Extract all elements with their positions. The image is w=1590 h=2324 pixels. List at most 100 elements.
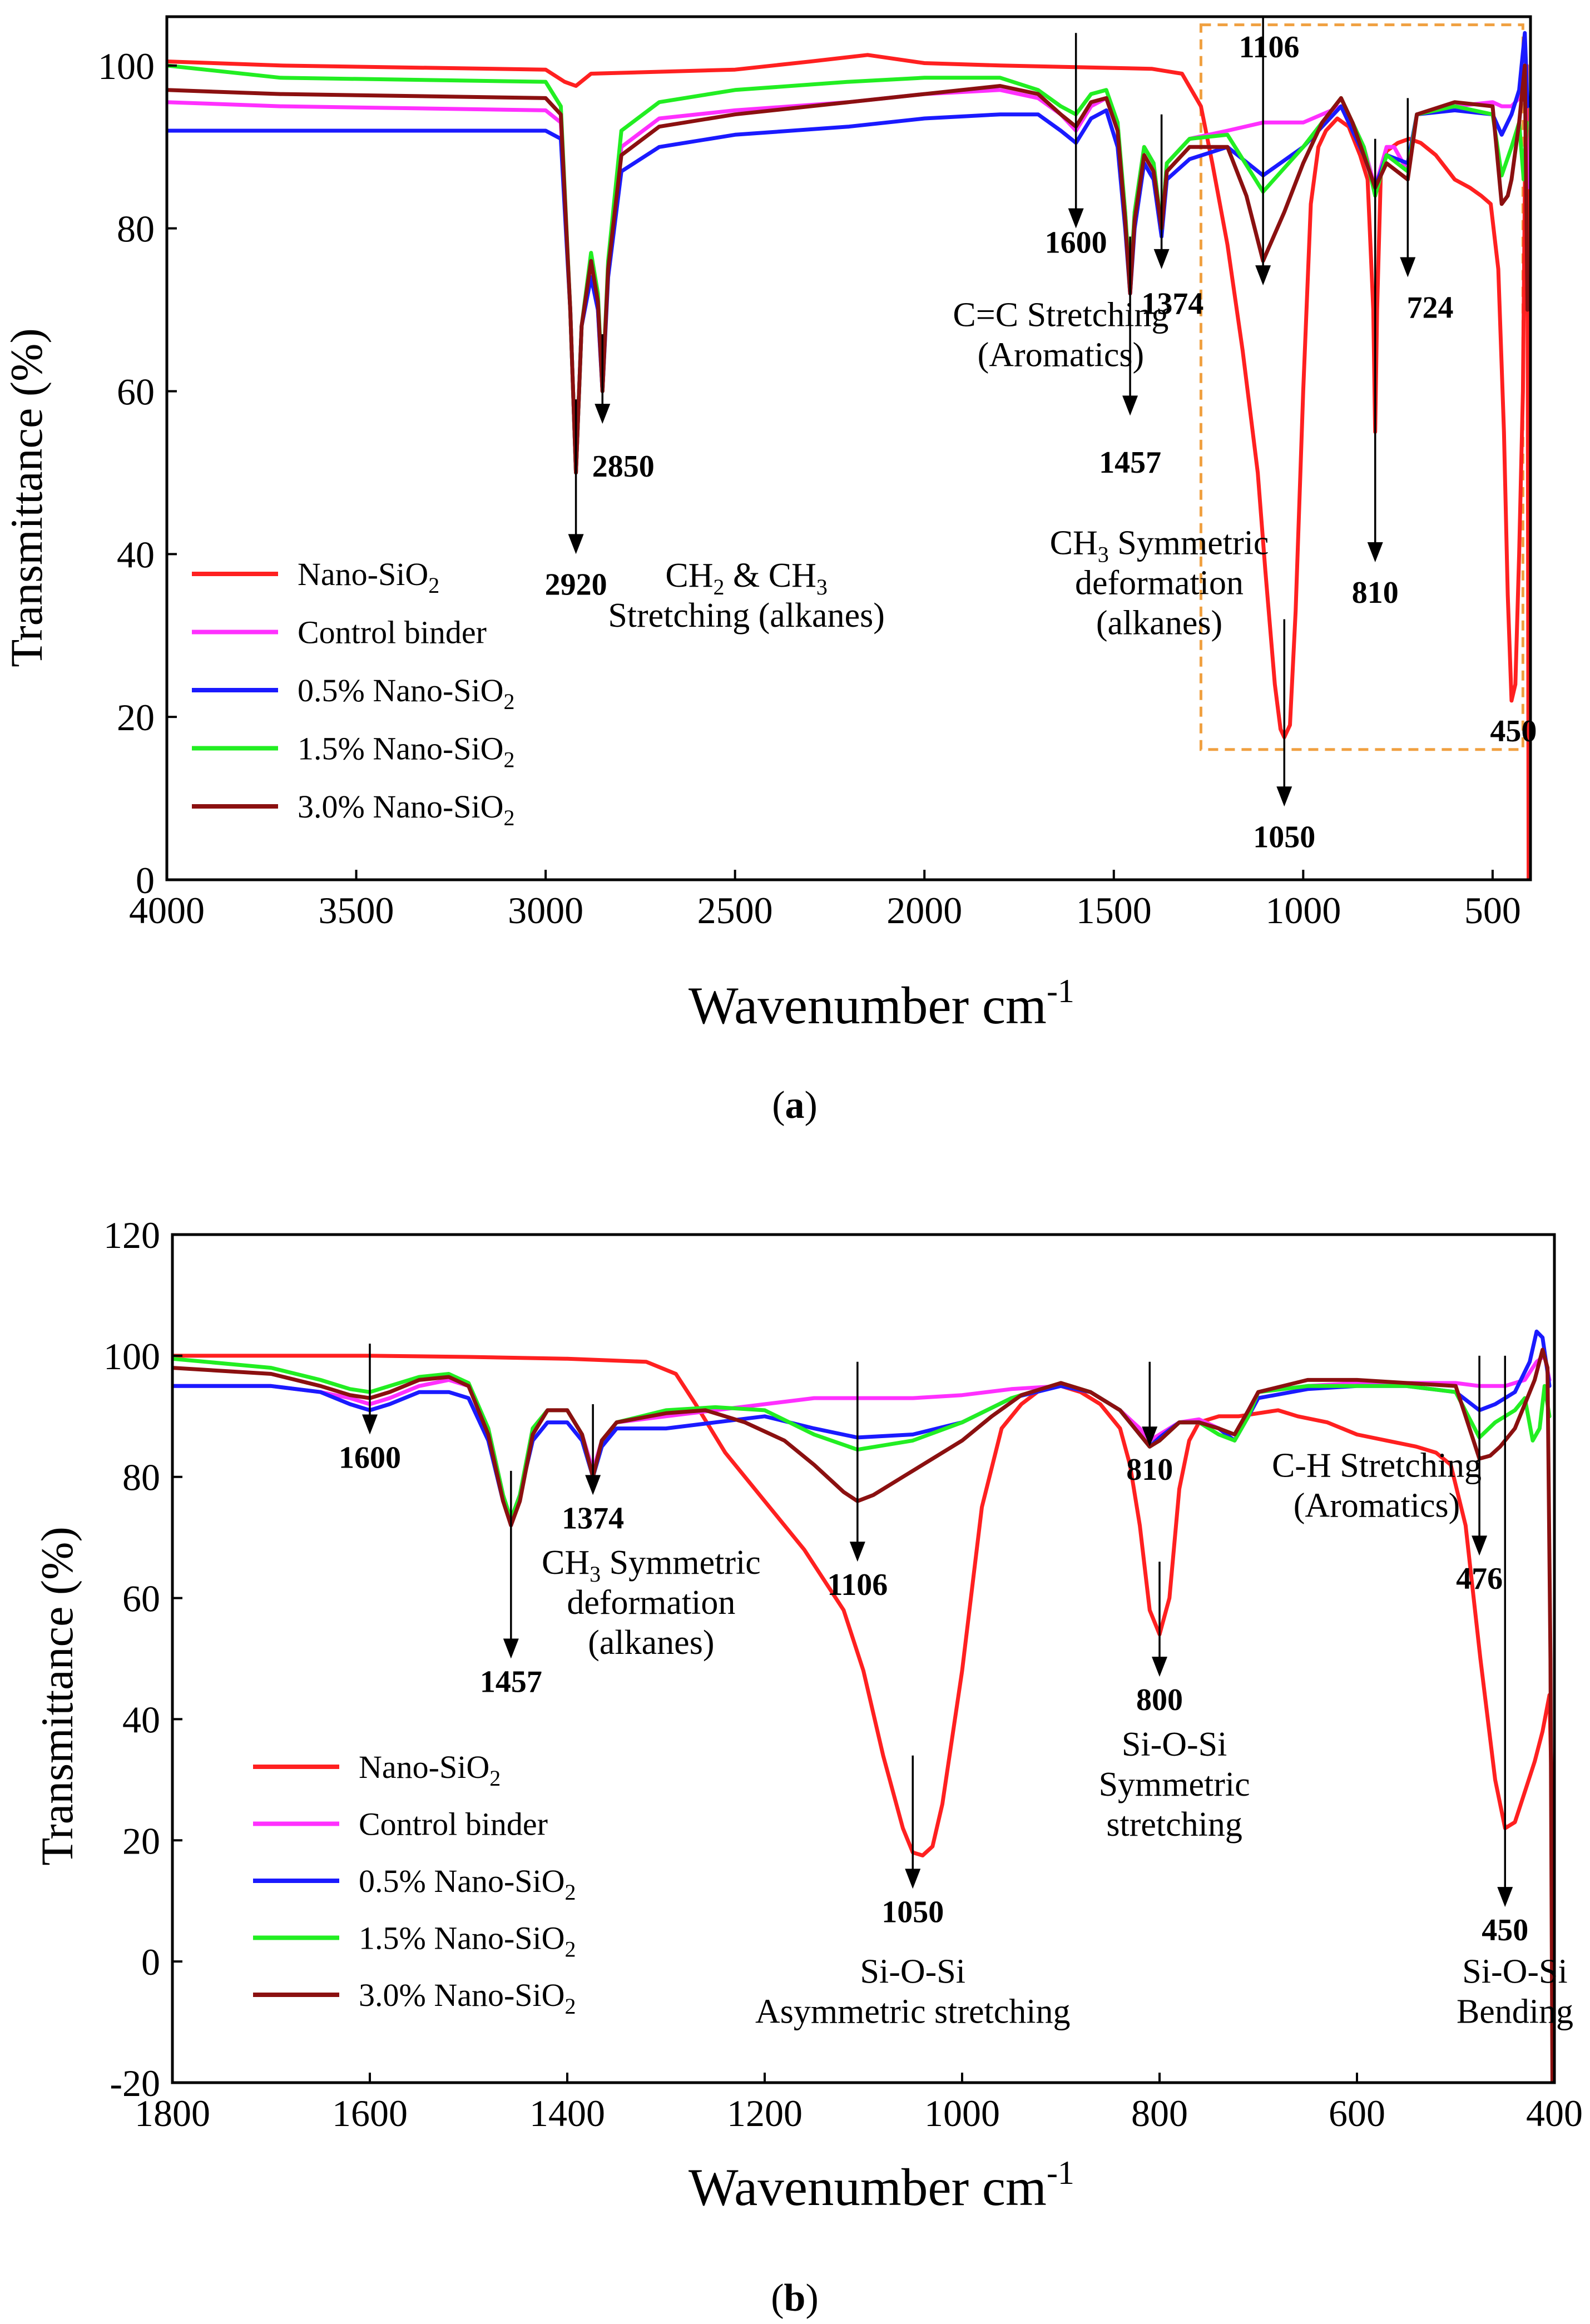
chart-b-peak-label: 800: [1136, 1683, 1183, 1717]
chart-b-legend-label: 3.0% Nano-SiO2: [359, 1977, 576, 2019]
chart-a-legend-label: Control binder: [298, 615, 487, 651]
chart-b-peak-arrow: [362, 1344, 378, 1435]
x-axis-label-b: Wavenumber cm-1: [688, 2154, 1074, 2217]
chart-a-peak-arrow: [1255, 17, 1271, 286]
chart-a-y-tick-label: 60: [117, 371, 155, 413]
chart-b-y-tick-label: 100: [103, 1335, 160, 1377]
y-axis-label-b: Transmittance (%): [32, 1527, 82, 1866]
svg-text:(alkanes): (alkanes): [1096, 604, 1222, 642]
svg-text:CH3 Symmetric: CH3 Symmetric: [1050, 524, 1269, 567]
chart-a-x-tick-label: 1000: [1265, 889, 1341, 931]
svg-text:CH3 Symmetric: CH3 Symmetric: [542, 1544, 761, 1587]
chart-a-peak-arrow: [1068, 33, 1084, 229]
chart-a-x-tick-label: 500: [1464, 889, 1521, 931]
chart-a-peak-label: 1050: [1253, 820, 1315, 854]
chart-a-y-tick-label: 40: [117, 533, 155, 576]
chart-b-series-3-0-nano-sio2: [172, 1347, 1554, 2083]
chart-b-plot-frame: [171, 1233, 1556, 2084]
chart-b-peak-arrow: [1472, 1355, 1488, 1556]
chart-a-peak-label: 450: [1490, 714, 1537, 749]
chart-a-x-tick-label: 2000: [886, 889, 962, 931]
chart-b-y-tick-label: 60: [122, 1578, 160, 1620]
svg-text:(Aromatics): (Aromatics): [978, 336, 1145, 374]
chart-a-series-nano-sio2: [167, 53, 1530, 880]
chart-b-peak-label: 476: [1456, 1562, 1503, 1596]
chart-a-legend: Nano-SiO2 Control binder 0.5% Nano-SiO2 1.5…: [192, 556, 515, 830]
svg-text:Asymmetric stretching: Asymmetric stretching: [755, 1993, 1070, 2030]
chart-b-legend-label: 0.5% Nano-SiO2: [359, 1863, 576, 1905]
chart-b-x-tick-label: 600: [1329, 2092, 1385, 2134]
svg-text:Stretching (alkanes): Stretching (alkanes): [608, 597, 885, 635]
panel-a: Transmittance (%) Wavenumber cm-1 (a) 40…: [1, 15, 1537, 1127]
chart-a-peak-arrow: [595, 334, 611, 424]
chart-b-peak-arrow: [585, 1404, 601, 1495]
chart-a-peak-arrow: [1400, 98, 1416, 278]
chart-b-x-tick-label: 1600: [332, 2092, 408, 2134]
chart-a-peak-label: 724: [1407, 291, 1454, 325]
chart-b-y-tick-label: -20: [110, 2062, 160, 2104]
panel-caption-a: (a): [772, 1084, 818, 1127]
svg-text:(Aromatics): (Aromatics): [1294, 1487, 1460, 1525]
svg-text:stretching: stretching: [1106, 1806, 1242, 1844]
chart-a-legend-label: 3.0% Nano-SiO2: [298, 789, 515, 830]
chart-a-peak-label: 1600: [1045, 226, 1107, 260]
chart-a-x-tick-label: 2500: [697, 889, 773, 931]
chart-b-x-tick-label: 1200: [727, 2092, 803, 2134]
panel-caption-b: (b): [771, 2277, 819, 2320]
chart-b-peak-label: 450: [1482, 1913, 1528, 1948]
chart-b-y-tick-label: 80: [122, 1456, 160, 1499]
svg-text:Symmetric: Symmetric: [1099, 1766, 1250, 1803]
chart-b-x-tick-label: 800: [1131, 2092, 1188, 2134]
chart-a-y-tick-label: 0: [136, 859, 155, 901]
chart-b-peak-label: 1050: [881, 1895, 944, 1929]
chart-b-y-tick-label: 20: [122, 1820, 160, 1862]
chart-a-peak-arrow: [1153, 114, 1170, 269]
y-axis-label-a: Transmittance (%): [1, 328, 52, 667]
chart-b-y-tick-label: 0: [141, 1941, 160, 1983]
chart-a-peak-label: 1106: [1239, 30, 1300, 65]
chart-b-peak-arrow: [849, 1361, 865, 1562]
chart-b-legend-label: Control binder: [359, 1806, 548, 1842]
chart-a-legend-label: 0.5% Nano-SiO2: [298, 672, 515, 714]
svg-text:deformation: deformation: [1075, 564, 1244, 602]
chart-b-x-tick-label: 1400: [529, 2092, 605, 2134]
chart-b-peak-label: 1457: [480, 1664, 542, 1699]
chart-a-x-tick-label: 4000: [129, 889, 205, 931]
svg-text:Bending: Bending: [1457, 1993, 1573, 2030]
chart-a-y-tick-label: 80: [117, 208, 155, 250]
chart-b-peak-arrow: [503, 1470, 519, 1659]
chart-a-x-tick-label: 1500: [1076, 889, 1152, 931]
chart-a-peak-label: 2850: [592, 449, 655, 484]
chart-a-legend-label: 1.5% Nano-SiO2: [298, 731, 515, 772]
chart-a-x-tick-label: 3500: [319, 889, 394, 931]
chart-a-plot-frame: [165, 15, 1532, 881]
chart-a-peak-label: 810: [1352, 576, 1399, 610]
chart-a-peak-arrow: [1122, 236, 1138, 416]
chart-b-y-tick-label: 40: [122, 1698, 160, 1741]
chart-b-y-tick-label: 120: [103, 1214, 160, 1256]
chart-b-legend: Nano-SiO2 Control binder 0.5% Nano-SiO2 1.5…: [253, 1749, 576, 2019]
chart-b-peak-arrow: [905, 1755, 921, 1889]
svg-text:C-H Stretching: C-H Stretching: [1272, 1447, 1482, 1485]
chart-b-x-tick-label: 1000: [924, 2092, 1000, 2134]
chart-a-peak-arrow: [1276, 619, 1292, 807]
chart-a-series-3-0-nano-sio2: [167, 63, 1530, 475]
svg-text:CH2 & CH3: CH2 & CH3: [665, 557, 828, 599]
chart-b-annotation: C-H Stretching(Aromatics): [1272, 1447, 1482, 1525]
chart-b-peak-label: 1374: [562, 1501, 624, 1535]
chart-b-peak-label: 810: [1126, 1453, 1173, 1487]
chart-b-peak-label: 1600: [339, 1440, 401, 1475]
chart-a-peak-label: 1374: [1141, 286, 1203, 321]
svg-text:deformation: deformation: [567, 1584, 735, 1622]
chart-a-annotation: C=C Stretching(Aromatics): [953, 296, 1168, 374]
chart-a-peak-arrow: [568, 399, 584, 554]
chart-b-peak-arrow: [1497, 1355, 1513, 1907]
chart-b-peak-arrow: [1152, 1562, 1167, 1677]
